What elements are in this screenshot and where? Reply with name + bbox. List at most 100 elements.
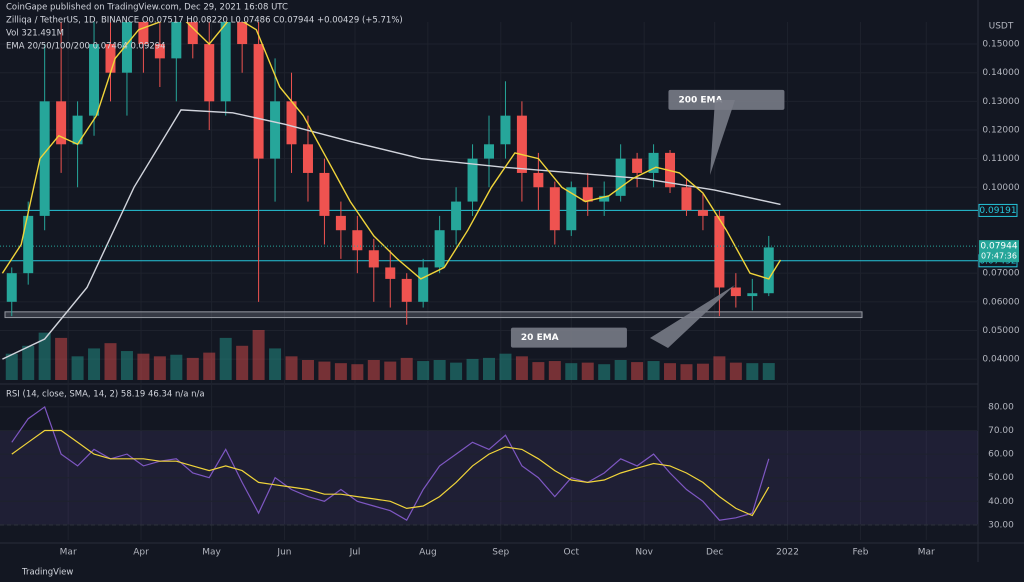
candle-body	[352, 230, 363, 251]
candle-body	[56, 101, 67, 145]
x-tick-label: Oct	[564, 548, 580, 558]
x-tick-label: 2022	[776, 548, 799, 558]
annotation: 20 EMA	[510, 327, 627, 348]
candle-body	[484, 144, 494, 159]
rsi-tick-label: 40.00	[988, 497, 1014, 507]
candle-body	[451, 201, 462, 231]
x-tick-label: Feb	[852, 548, 868, 558]
y-tick-label: 0.12000	[982, 125, 1019, 135]
candle-body	[418, 267, 429, 302]
footer	[0, 562, 1024, 582]
x-tick-label: Apr	[133, 548, 149, 558]
x-tick-label: Jun	[276, 548, 291, 558]
candle-body	[23, 215, 34, 274]
rsi-pane	[0, 405, 978, 526]
ema-line: EMA 20/50/100/200 0.07464 0.09294	[6, 42, 166, 52]
annotation-box	[668, 89, 785, 110]
candle-body	[72, 115, 83, 145]
candle-body	[434, 230, 445, 268]
volume-bar	[450, 362, 463, 380]
candle-body	[500, 115, 511, 145]
rsi-title: RSI (14, close, SMA, 14, 2) 58.19 46.34 …	[6, 390, 205, 400]
main-pane: 200 EMA 20 EMA	[0, 22, 978, 380]
y-tick-label: 0.04000	[982, 355, 1019, 365]
rsi-tick-label: 60.00	[988, 450, 1014, 460]
volume-bar	[153, 356, 166, 380]
currency: USDT	[989, 22, 1014, 32]
y-tick-label: 0.07000	[982, 269, 1019, 279]
candle-body	[467, 158, 478, 202]
volume-bar	[269, 348, 282, 380]
candle-body	[121, 22, 132, 73]
x-tick-label: Sep	[492, 548, 509, 558]
rsi-tick-label: 80.00	[988, 402, 1014, 412]
candle-body	[302, 144, 313, 173]
rsi-tick-label: 50.00	[988, 473, 1014, 483]
candle-body	[105, 44, 116, 73]
volume-bar	[351, 364, 364, 380]
volume-bar	[71, 356, 84, 380]
candle-body	[566, 187, 577, 231]
candle-body	[730, 287, 741, 297]
candle-body	[385, 267, 396, 279]
candle-body	[220, 22, 231, 102]
candle-body	[549, 187, 560, 231]
candle-body	[697, 210, 708, 216]
volume-bar	[137, 353, 150, 380]
candle-body	[270, 101, 281, 159]
volume-bar	[696, 363, 709, 380]
annotation-text: 20 EMA	[521, 333, 559, 343]
volume-bar	[499, 353, 512, 380]
rsi-tick-label: 30.00	[988, 520, 1014, 530]
volume-bar	[318, 361, 331, 380]
candle-body	[533, 172, 544, 188]
annotation-box	[510, 327, 627, 348]
candle-body	[582, 187, 593, 202]
volume-bar	[38, 332, 51, 380]
y-tick-label: 0.06000	[982, 297, 1019, 307]
volume-line: Vol 321.491M	[6, 29, 64, 39]
volume-bar	[285, 356, 298, 380]
x-tick-label: Aug	[419, 548, 437, 558]
volume-bar	[466, 358, 479, 380]
rsi-line	[11, 405, 770, 522]
candle-body	[401, 278, 412, 302]
rsi-tick-label: 70.00	[988, 426, 1014, 436]
candle-body	[204, 44, 215, 102]
countdown: 07:47:36	[981, 252, 1017, 261]
volume-bar	[631, 362, 644, 380]
ema-line	[1, 22, 782, 280]
volume-bar	[565, 363, 578, 380]
volume-bar	[598, 364, 611, 380]
footer-brand: TradingView	[21, 568, 73, 578]
x-tick-label: Jul	[349, 548, 361, 558]
candle-body	[237, 22, 248, 45]
candle-body	[714, 215, 725, 288]
candle-body	[253, 44, 264, 159]
x-tick-label: Mar	[918, 548, 935, 558]
support-zone	[4, 311, 863, 319]
volume-bar	[55, 337, 68, 380]
volume-bar	[120, 351, 133, 380]
volume-bar	[88, 348, 101, 380]
volume-bar	[203, 352, 216, 380]
candle-body	[286, 101, 297, 145]
candle-body	[763, 247, 774, 294]
volume-bar	[762, 363, 775, 380]
volume-bar	[384, 361, 397, 380]
published: CoinGape published on TradingView.com, D…	[6, 3, 288, 13]
y-tick-label: 0.13000	[982, 97, 1019, 107]
candle-body	[368, 250, 379, 268]
volume-bar	[680, 364, 693, 380]
volume-bar	[219, 337, 232, 380]
callout-pointer	[650, 285, 735, 348]
x-tick-label: Nov	[635, 548, 653, 558]
last-price-label: 0.07944	[980, 242, 1017, 252]
volume-bar	[664, 363, 677, 380]
volume-bar	[746, 363, 759, 380]
candle-body	[648, 152, 659, 173]
candle-body	[319, 172, 330, 216]
volume-bar	[548, 361, 561, 380]
